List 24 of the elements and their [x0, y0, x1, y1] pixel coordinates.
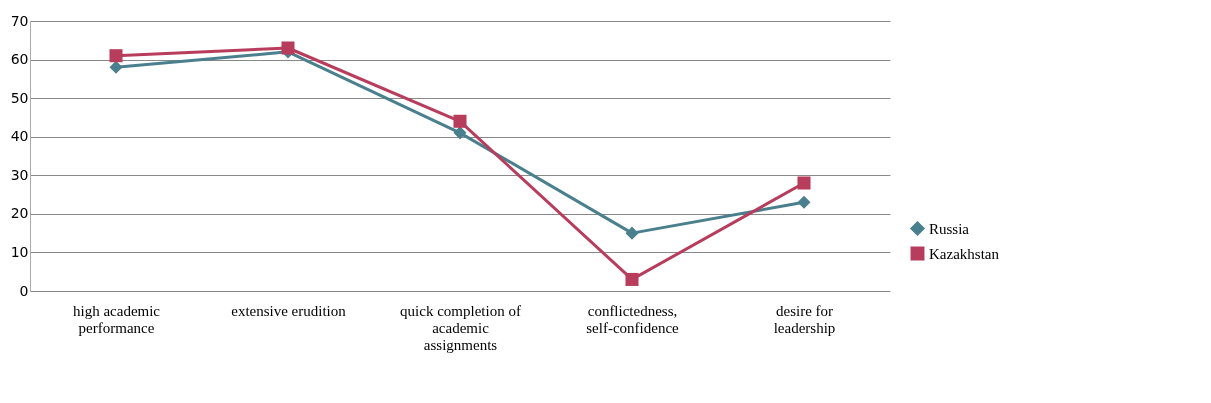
y-tick-label: 50 — [10, 89, 29, 106]
y-tick-label: 70 — [10, 12, 29, 29]
point — [281, 41, 295, 55]
x-tick-label: high academic performance — [72, 302, 161, 336]
point — [625, 272, 639, 286]
x-tick-label: extensive erudition — [231, 302, 347, 319]
legend-label: Russia — [929, 220, 970, 237]
point — [797, 176, 811, 190]
y-tick-label: 10 — [10, 243, 29, 260]
y-tick-label: 20 — [10, 205, 29, 222]
legend-label: Kazakhstan — [929, 245, 1000, 262]
point — [625, 226, 639, 240]
y-tick-label: 30 — [10, 166, 29, 183]
x-tick-label: desire for leadership — [773, 302, 836, 336]
x-tick-label: conflictedness, self-confidence — [586, 302, 680, 336]
point — [797, 195, 811, 209]
y-tick-label: 40 — [10, 128, 29, 145]
point — [109, 60, 123, 74]
point — [453, 114, 467, 128]
x-tick-label: quick completion of academic assignments — [400, 302, 521, 353]
y-tick-label: 0 — [19, 282, 29, 299]
y-tick-label: 60 — [10, 51, 29, 68]
point — [109, 49, 123, 63]
point — [453, 126, 467, 140]
